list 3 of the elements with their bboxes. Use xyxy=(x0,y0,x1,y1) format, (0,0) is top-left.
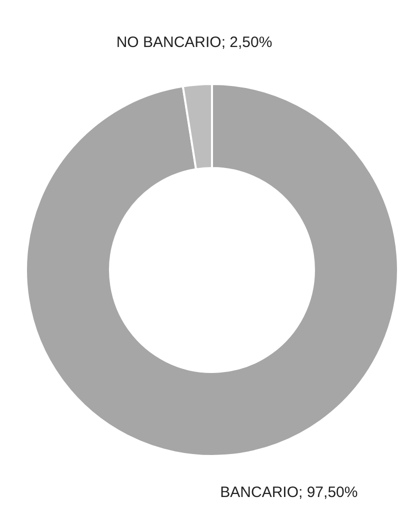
slice-label: BANCARIO; 97,50% xyxy=(219,483,359,504)
slice-label: NO BANCARIO; 2,50% xyxy=(115,32,274,53)
donut-slice xyxy=(25,83,399,457)
